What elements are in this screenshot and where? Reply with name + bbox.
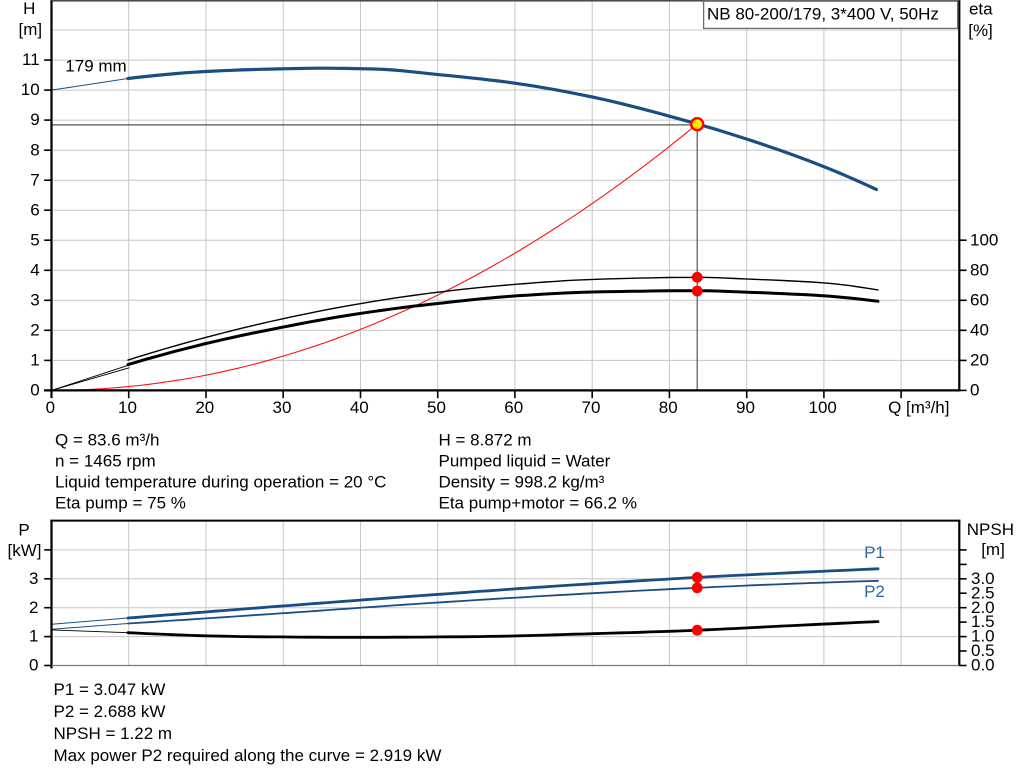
svg-text:0.0: 0.0 [971,656,995,675]
svg-text:Q [m³/h]: Q [m³/h] [888,398,949,417]
svg-text:P2: P2 [864,582,885,601]
svg-text:60: 60 [970,290,989,309]
svg-text:[m]: [m] [981,540,1005,559]
svg-text:3: 3 [29,569,38,588]
svg-text:8: 8 [30,140,39,159]
svg-text:3: 3 [30,290,39,309]
svg-text:80: 80 [970,260,989,279]
svg-text:P1: P1 [864,543,885,562]
svg-text:80: 80 [659,398,678,417]
svg-text:90: 90 [736,398,755,417]
svg-text:1.0: 1.0 [971,627,995,646]
svg-text:0: 0 [30,381,39,400]
svg-text:Q = 83.6 m³/h: Q = 83.6 m³/h [55,431,159,450]
svg-text:0.5: 0.5 [971,641,995,660]
svg-text:1: 1 [29,627,38,646]
svg-text:NPSH: NPSH [967,520,1014,539]
svg-text:Max power P2 required along th: Max power P2 required along the curve = … [54,746,442,765]
svg-text:40: 40 [350,398,369,417]
svg-text:Pumped liquid = Water: Pumped liquid = Water [439,452,611,471]
svg-text:60: 60 [504,398,523,417]
svg-text:179 mm: 179 mm [65,57,126,76]
svg-text:Density = 998.2 kg/m³: Density = 998.2 kg/m³ [439,473,605,492]
svg-text:10: 10 [21,80,40,99]
svg-text:Eta pump+motor = 66.2 %: Eta pump+motor = 66.2 % [439,494,637,513]
svg-text:40: 40 [970,320,989,339]
svg-text:100: 100 [809,398,837,417]
svg-text:NPSH = 1.22 m: NPSH = 1.22 m [54,724,173,743]
svg-text:5: 5 [30,230,39,249]
svg-text:Liquid temperature during oper: Liquid temperature during operation = 20… [55,473,386,492]
svg-text:100: 100 [970,230,998,249]
svg-text:[kW]: [kW] [8,541,42,560]
svg-text:10: 10 [118,398,137,417]
svg-text:0: 0 [46,398,55,417]
svg-text:0: 0 [29,656,38,675]
svg-text:20: 20 [195,398,214,417]
svg-text:6: 6 [30,200,39,219]
svg-text:2: 2 [29,598,38,617]
svg-text:H: H [23,0,35,18]
svg-text:3.0: 3.0 [971,569,995,588]
svg-text:0: 0 [970,381,979,400]
svg-text:P1 = 3.047 kW: P1 = 3.047 kW [54,680,166,699]
svg-text:30: 30 [273,398,292,417]
svg-text:4: 4 [30,260,39,279]
svg-text:20: 20 [970,351,989,370]
svg-text:2: 2 [30,320,39,339]
svg-text:2.0: 2.0 [971,598,995,617]
svg-text:Eta pump = 75 %: Eta pump = 75 % [55,494,186,513]
svg-text:70: 70 [582,398,601,417]
svg-text:[%]: [%] [968,21,993,40]
svg-text:P2 = 2.688 kW: P2 = 2.688 kW [54,702,166,721]
svg-text:eta: eta [969,0,993,19]
svg-text:50: 50 [427,398,446,417]
svg-text:7: 7 [30,170,39,189]
svg-text:[m]: [m] [18,20,42,39]
svg-text:9: 9 [30,110,39,129]
svg-text:1.5: 1.5 [971,612,995,631]
svg-text:11: 11 [22,50,40,69]
svg-text:2.5: 2.5 [971,583,995,602]
svg-text:n = 1465 rpm: n = 1465 rpm [55,452,156,471]
svg-text:NB 80-200/179, 3*400 V, 50Hz: NB 80-200/179, 3*400 V, 50Hz [707,5,939,24]
svg-text:P: P [18,520,29,539]
svg-text:H = 8.872 m: H = 8.872 m [439,431,532,450]
svg-text:1: 1 [30,351,39,370]
